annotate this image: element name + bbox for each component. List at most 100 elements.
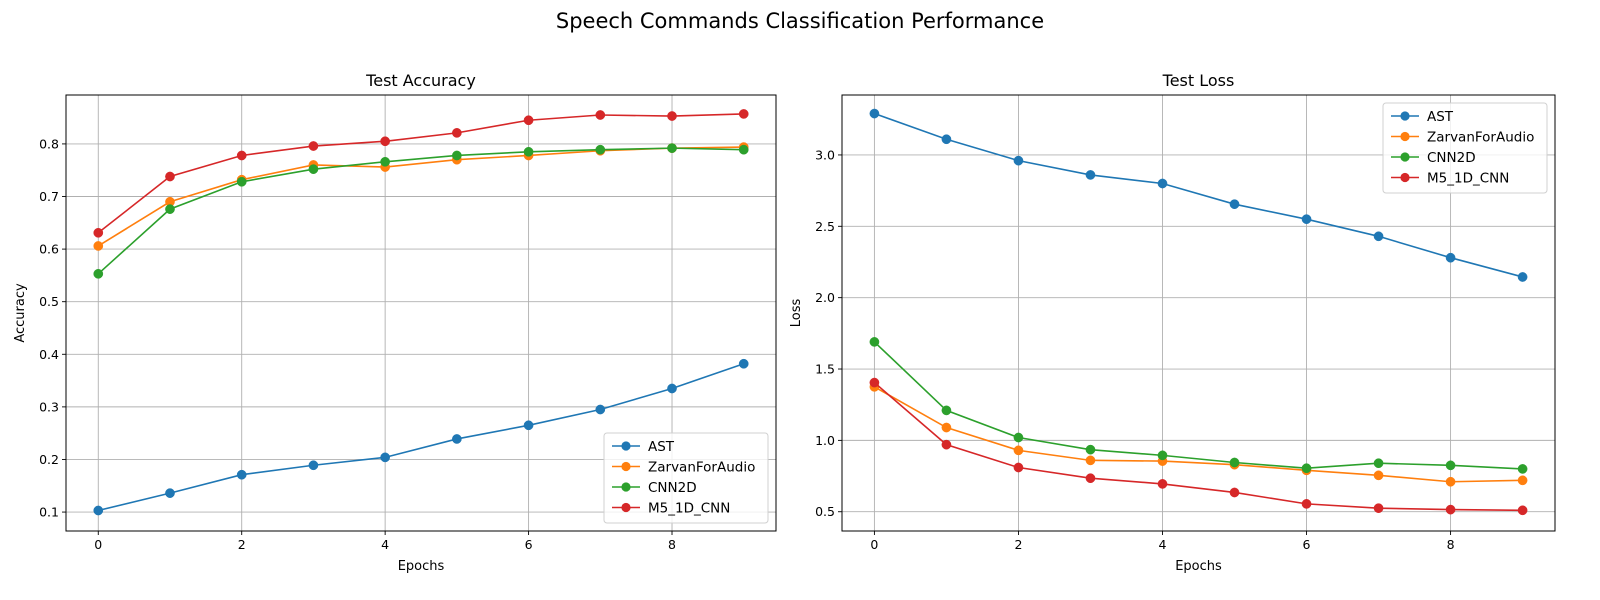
data-point-cnn2d — [1517, 464, 1528, 474]
loss-title: Test Loss — [1162, 71, 1235, 90]
data-point-ast — [1517, 272, 1528, 282]
data-point-ast — [308, 460, 319, 471]
data-point-m5-1d-cnn — [452, 128, 462, 138]
legend-marker-ast — [1400, 111, 1410, 121]
legend-label-cnn2d: CNN2D — [648, 480, 697, 496]
data-point-m5-1d-cnn — [93, 227, 104, 238]
data-point-m5-1d-cnn — [1517, 505, 1528, 516]
y-tick-label: 0.6 — [39, 242, 59, 257]
y-tick-label: 0.8 — [39, 136, 59, 151]
y-tick-label: 0.2 — [39, 452, 59, 467]
series-line-cnn2d — [873, 341, 1523, 470]
legend-marker-m5-1d-cnn — [621, 502, 631, 513]
data-point-zarvanforaudio — [1013, 445, 1024, 456]
data-point-m5-1d-cnn — [1013, 462, 1024, 473]
data-point-cnn2d — [595, 144, 606, 155]
legend-marker-m5-1d-cnn — [1400, 172, 1410, 183]
y-tick-label: 3.0 — [815, 147, 835, 162]
data-point-ast — [1301, 214, 1312, 225]
data-point-ast — [1229, 199, 1240, 210]
data-point-m5-1d-cnn — [595, 110, 606, 120]
data-point-m5-1d-cnn — [308, 141, 319, 151]
data-point-m5-1d-cnn — [165, 171, 175, 182]
data-point-cnn2d — [1085, 444, 1096, 455]
data-point-ast — [380, 452, 390, 463]
y-tick-label: 1.0 — [815, 433, 835, 448]
figure-title: Speech Commands Classification Performan… — [556, 9, 1044, 33]
series-line-cnn2d — [97, 147, 744, 275]
data-point-cnn2d — [738, 144, 749, 155]
y-tick-label: 2.0 — [815, 290, 835, 305]
data-point-zarvanforaudio — [93, 241, 104, 251]
data-point-ast — [1157, 178, 1168, 189]
data-point-m5-1d-cnn — [941, 439, 952, 450]
data-point-ast — [1085, 170, 1096, 180]
data-point-zarvanforaudio — [1445, 476, 1456, 487]
legend-box — [1382, 102, 1548, 194]
y-tick-label: 0.4 — [39, 347, 59, 362]
y-tick-label: 0.5 — [815, 504, 835, 519]
data-point-ast — [869, 108, 880, 119]
data-point-m5-1d-cnn — [869, 377, 880, 388]
series-line-ast — [98, 362, 744, 512]
data-point-m5-1d-cnn — [1445, 504, 1456, 515]
x-tick-label: 2 — [1014, 537, 1022, 552]
y-axis-label: Accuracy — [13, 283, 28, 343]
data-point-m5-1d-cnn — [523, 115, 534, 126]
series-line-m5-1d-cnn — [873, 381, 1523, 512]
data-point-ast — [667, 383, 677, 394]
y-tick-label: 0.1 — [39, 505, 59, 520]
data-point-m5-1d-cnn — [1085, 473, 1096, 484]
x-tick-label: 8 — [1447, 537, 1455, 552]
y-tick-label: 0.5 — [39, 294, 59, 309]
data-point-cnn2d — [1301, 463, 1312, 474]
data-point-zarvanforaudio — [1373, 470, 1384, 481]
data-point-m5-1d-cnn — [738, 109, 749, 119]
data-point-cnn2d — [1373, 458, 1384, 469]
data-point-cnn2d — [452, 150, 462, 161]
data-point-ast — [595, 404, 606, 415]
y-tick-label: 0.3 — [39, 399, 59, 414]
data-point-m5-1d-cnn — [1157, 479, 1168, 489]
data-point-ast — [452, 434, 462, 444]
x-tick-label: 4 — [1159, 537, 1167, 552]
data-point-cnn2d — [236, 176, 247, 187]
legend-label-ast: AST — [648, 439, 675, 455]
y-axis-label: Loss — [789, 299, 804, 328]
data-point-zarvanforaudio — [1517, 475, 1528, 486]
data-point-ast — [1373, 231, 1384, 242]
x-tick-label: 0 — [870, 537, 878, 552]
legend-label-cnn2d: CNN2D — [1427, 150, 1476, 166]
series-line-m5-1d-cnn — [97, 113, 744, 234]
data-point-m5-1d-cnn — [1373, 503, 1384, 514]
data-point-cnn2d — [1013, 432, 1024, 443]
legend-label-m5-1d-cnn: M5_1D_CNN — [648, 500, 730, 516]
data-point-cnn2d — [93, 268, 104, 279]
legend-label-ast: AST — [1427, 109, 1454, 125]
x-tick-label: 0 — [94, 537, 102, 552]
legend: AST ZarvanForAudio CNN2D M5_1D_CNN — [603, 432, 769, 524]
data-point-zarvanforaudio — [1085, 455, 1096, 466]
data-point-ast — [523, 420, 534, 431]
data-point-m5-1d-cnn — [1229, 487, 1240, 498]
series-line-ast — [874, 112, 1523, 278]
data-point-cnn2d — [523, 146, 534, 157]
data-point-cnn2d — [667, 143, 677, 153]
legend-label-m5-1d-cnn: M5_1D_CNN — [1427, 170, 1509, 186]
data-point-ast — [165, 488, 175, 498]
data-point-cnn2d — [1157, 450, 1168, 461]
data-point-ast — [1445, 252, 1456, 263]
legend-marker-zarvanforaudio — [1400, 131, 1410, 142]
data-point-zarvanforaudio — [941, 422, 952, 433]
x-axis-label: Epochs — [1175, 559, 1222, 574]
legend-marker-cnn2d — [621, 482, 631, 492]
legend-marker-ast — [621, 441, 631, 451]
accuracy-title: Test Accuracy — [365, 71, 476, 90]
data-point-cnn2d — [308, 164, 319, 175]
series-line-zarvanforaudio — [874, 386, 1523, 483]
data-point-cnn2d — [1445, 460, 1456, 471]
data-point-cnn2d — [869, 337, 880, 347]
x-tick-label: 6 — [1303, 537, 1311, 552]
legend-marker-cnn2d — [1400, 152, 1410, 162]
plot-frame — [841, 94, 1556, 532]
